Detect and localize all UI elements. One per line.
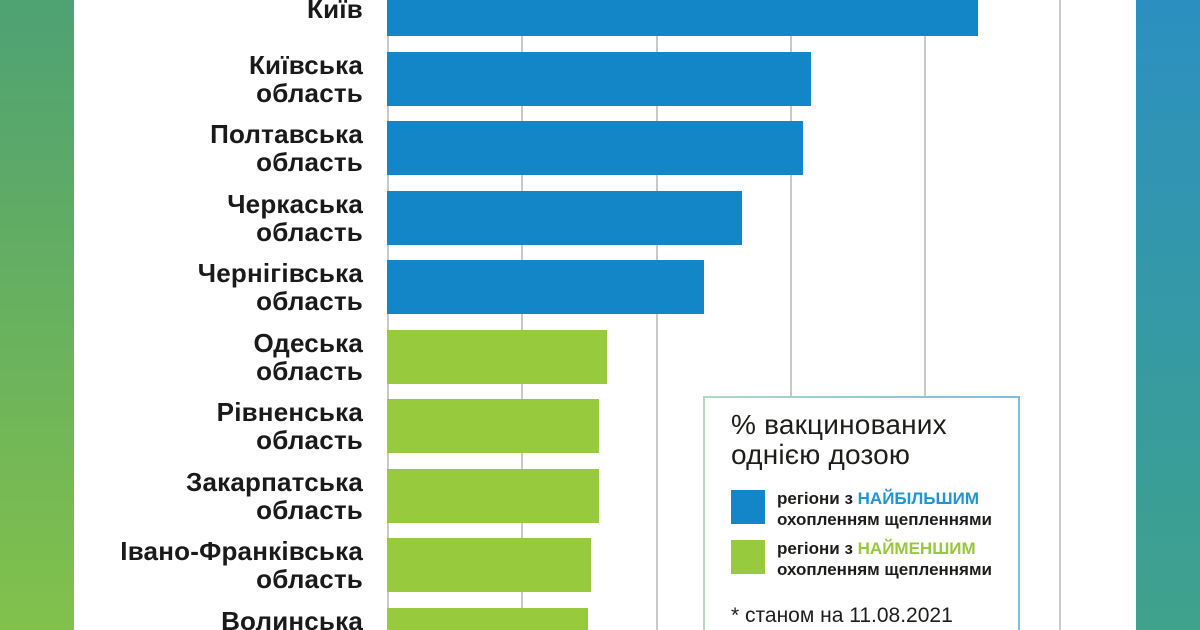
- legend-title: % вакцинованих однією дозою: [731, 410, 1000, 470]
- bar: [387, 51, 811, 106]
- gridline: [1059, 0, 1061, 630]
- bar: [387, 607, 588, 630]
- bar: [387, 260, 704, 314]
- legend-swatch-green: [731, 540, 765, 574]
- bar: [387, 468, 599, 523]
- chart-row: Закарпатська область: [0, 466, 1200, 525]
- legend-item-prefix: регіони з: [777, 539, 858, 558]
- gridline: [521, 0, 523, 630]
- bar-label: Чернігівська область: [197, 258, 363, 316]
- gridline: [790, 0, 792, 630]
- chart-row: Київська область: [0, 49, 1200, 108]
- legend-item-prefix: регіони з: [777, 489, 858, 508]
- chart-row: Рівненська область: [0, 397, 1200, 455]
- legend-item-highlight: НАЙМЕНШИМ: [857, 539, 976, 558]
- chart-row: Одеська область: [0, 327, 1200, 386]
- legend-swatch-blue: [731, 490, 765, 524]
- background-stripe-right: [1136, 0, 1200, 630]
- legend-title-line2: однією дозою: [731, 439, 911, 470]
- legend-item-highest: регіони з НАЙБІЛЬШИМ охопленням щеплення…: [731, 488, 1000, 530]
- bar-label: Закарпатська область: [186, 466, 363, 525]
- gridline: [656, 0, 658, 630]
- legend-footnote: * станом на 11.08.2021: [731, 604, 953, 627]
- chart-row: Черкаська область: [0, 188, 1200, 247]
- bar-label: Волинськаобласть: [221, 605, 363, 630]
- bar-label: Одеська область: [253, 327, 363, 386]
- gridline: [387, 0, 389, 630]
- bar: [387, 538, 591, 592]
- legend-item-highlight: НАЙБІЛЬШИМ: [857, 489, 979, 508]
- legend-title-line1: % вакцинованих: [731, 409, 947, 440]
- bar: [387, 190, 742, 245]
- legend-item-line2: охопленням щепленнями: [777, 560, 993, 579]
- bar-label: Івано-Франківська область: [120, 536, 363, 594]
- bar-label: Київ: [307, 0, 363, 24]
- chart-row: Київ: [0, 0, 1200, 36]
- chart-row: Полтавська область: [0, 119, 1200, 177]
- legend-item-lowest-text: регіони з НАЙМЕНШИМ охопленням щепленням…: [777, 538, 992, 580]
- background-stripe-left: [0, 0, 74, 630]
- legend-item-lowest: регіони з НАЙМЕНШИМ охопленням щепленням…: [731, 538, 1000, 580]
- bar-label: Черкаська область: [227, 188, 363, 247]
- gridline: [924, 0, 926, 630]
- legend-card: % вакцинованих однією дозою регіони з НА…: [703, 396, 1020, 630]
- legend-item-line2: охопленням щепленнями: [777, 510, 993, 529]
- bar-label: Київська область: [248, 49, 363, 108]
- bar-label: Рівненська область: [216, 397, 363, 455]
- chart-row: Волинськаобласть: [0, 605, 1200, 630]
- bar-label: Полтавська область: [210, 119, 363, 177]
- bar: [387, 121, 803, 175]
- chart-row: Івано-Франківська область: [0, 536, 1200, 594]
- bar: [387, 0, 978, 36]
- bar: [387, 399, 599, 453]
- chart-row: Чернігівська область: [0, 258, 1200, 316]
- bar: [387, 329, 607, 384]
- legend-item-highest-text: регіони з НАЙБІЛЬШИМ охопленням щеплення…: [777, 488, 992, 530]
